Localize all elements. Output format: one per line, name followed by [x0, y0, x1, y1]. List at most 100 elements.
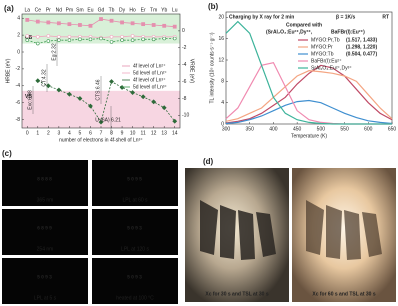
display-digits: 5093 [127, 225, 143, 231]
marker [121, 35, 124, 38]
legend-annotation: (1.517, 1.433) [346, 37, 377, 43]
display-digits: 5095 [127, 176, 143, 182]
x-tick-label: 11 [141, 130, 146, 136]
display-caption: LPL at 5 s [34, 295, 57, 301]
x-tick-label: 9 [121, 130, 124, 136]
x-axis-label: Temperature (K) [291, 133, 327, 139]
display-digits: 8888 [37, 176, 53, 182]
legend-label: 4f level of Ln²⁺ [133, 63, 166, 69]
panel-label: (b) [208, 2, 219, 11]
y2-tick-label: -8 [182, 96, 187, 102]
marker [68, 23, 71, 26]
photo-caption: Xc for 30 s and TSL at 30 s [205, 291, 268, 297]
marker [89, 38, 92, 41]
y-tick-label: 4 [17, 16, 20, 22]
marker [110, 35, 113, 38]
legend-label: 5d level of Ln³⁺ [133, 84, 167, 90]
x-tick-label: 12 [151, 130, 157, 136]
y2-tick-label: -4 [182, 62, 187, 68]
y-tick-label: -4 [16, 83, 21, 89]
marker [152, 38, 155, 41]
panel-label: (a) [4, 4, 14, 13]
marker [36, 35, 39, 38]
top-category-label: Yb [161, 7, 167, 13]
marker [152, 23, 155, 26]
top-category-label: Tm [150, 7, 157, 13]
x-tick-label: 2 [47, 130, 50, 136]
y-tick-label: 20 [218, 15, 224, 21]
x-tick-label: 500 [317, 126, 326, 132]
y-tick-label: 12 [218, 57, 224, 63]
marker [120, 21, 123, 24]
y-tick-label: -8 [16, 117, 21, 123]
marker [78, 38, 81, 41]
marker [26, 39, 29, 42]
top-category-label: Eu [87, 7, 93, 13]
marker [142, 23, 145, 26]
marker [142, 38, 145, 41]
marker [110, 19, 113, 22]
x-tick-label: 7 [100, 130, 103, 136]
display-caption: LPL at 60 s [122, 197, 148, 203]
marker [163, 24, 166, 27]
x-tick-label: 1 [36, 130, 39, 136]
x-tick-label: 0 [26, 130, 29, 136]
x-tick-label: 650 [388, 126, 397, 132]
top-category-label: Sm [76, 7, 84, 13]
display-digits: 6899 [37, 225, 53, 231]
y-tick-label: 16 [218, 36, 224, 42]
annotation: Exc:6.98 [27, 90, 33, 110]
x-axis-label: number of electrons in 4f-shell of Ln³⁺ [59, 137, 143, 143]
legend-subtitle: (SrAl₂O₄:Eu²⁺,Dy³⁺, [266, 29, 313, 35]
marker [68, 39, 71, 42]
x-tick-label: 550 [340, 126, 349, 132]
marker [99, 17, 102, 20]
marker [110, 40, 113, 43]
x-tick-label: 4 [68, 130, 71, 136]
marker [173, 25, 176, 28]
marker [78, 23, 81, 26]
top-category-label: Tb [109, 7, 115, 13]
x-tick-label: 450 [293, 126, 302, 132]
legend-label: MYGO:Pr [311, 44, 333, 50]
note: Charging by X ray for 2 min [229, 14, 294, 20]
marker [121, 39, 124, 42]
y-tick-label: -2 [16, 66, 21, 72]
marker [100, 37, 103, 40]
note: β = 1K/s [336, 14, 356, 20]
top-category-label: Gd [98, 7, 105, 13]
annotation: U (6A) 6.21 [95, 117, 121, 123]
display-digits: 5093 [127, 274, 143, 280]
x-tick-label: 400 [269, 126, 278, 132]
marker [131, 22, 134, 25]
panel-label: (c) [2, 149, 12, 158]
marker [47, 40, 50, 43]
marker [47, 34, 50, 37]
marker [89, 24, 92, 27]
marker [110, 80, 114, 84]
legend-annotation: (0.504, 0.477) [346, 51, 377, 57]
display-caption: LPL at 120 s [121, 246, 149, 252]
note: RT [382, 14, 389, 20]
y-axis-label: TL intensity (10⁵ counts·s⁻¹·g⁻¹) [209, 32, 215, 103]
marker [120, 85, 124, 89]
marker [26, 34, 29, 37]
marker [131, 34, 134, 37]
y-tick-label: 0 [221, 121, 224, 127]
y-tick-label: -6 [16, 100, 21, 106]
y-tick-label: 2 [17, 32, 20, 38]
x-tick-label: 5 [79, 130, 82, 136]
annotation: CT:4.32 [41, 69, 47, 86]
panel-label: (d) [203, 157, 214, 166]
y-tick-label: 4 [221, 100, 224, 106]
legend-label: MYGO:Pr,Tb [311, 37, 340, 43]
marker [163, 37, 166, 40]
y-tick-label: 0 [17, 49, 20, 55]
top-category-label: Pm [66, 7, 74, 13]
display-caption: heated at 100 °C [116, 295, 154, 301]
legend-label: 4f level of Ln³⁺ [133, 77, 166, 83]
legend-label: MYGO:Tb [311, 51, 334, 57]
marker [47, 21, 50, 24]
x-tick-label: 600 [364, 126, 373, 132]
legend-title: Compared with [286, 22, 322, 28]
